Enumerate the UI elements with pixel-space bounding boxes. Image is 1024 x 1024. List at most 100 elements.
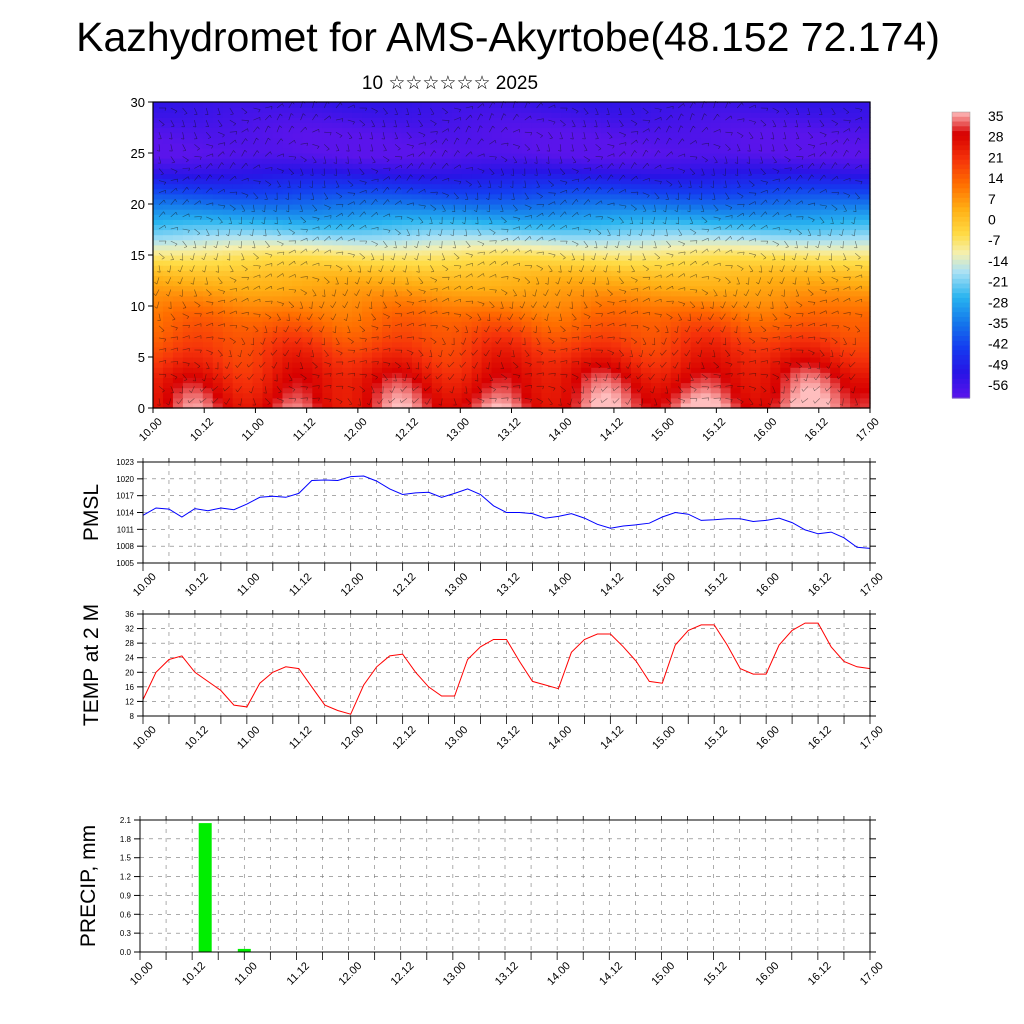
x-tick-label: 11.00 xyxy=(232,960,259,987)
colorbar-label: -21 xyxy=(988,274,1008,290)
x-tick-label: 13.12 xyxy=(494,724,522,752)
colorbar-label: -35 xyxy=(988,315,1008,331)
x-tick-label: 16.00 xyxy=(751,416,779,444)
x-tick-label: 13.00 xyxy=(442,724,470,752)
colorbar-label: -42 xyxy=(988,336,1008,352)
y-tick-label: 1017 xyxy=(116,492,134,501)
x-tick-label: 10.12 xyxy=(188,416,216,444)
x-tick-label: 13.00 xyxy=(441,960,469,988)
y-tick-label: 0 xyxy=(138,401,145,416)
x-tick-label: 11.12 xyxy=(285,960,312,987)
x-tick-label: 15.12 xyxy=(701,960,729,988)
x-tick-label: 10.00 xyxy=(128,960,156,988)
x-tick-label: 10.00 xyxy=(131,571,159,599)
x-tick-label: 12.12 xyxy=(389,960,417,988)
y-axis-title: TEMP at 2 M xyxy=(80,604,103,726)
x-tick-label: 13.12 xyxy=(493,960,521,988)
x-tick-label: 17.00 xyxy=(858,724,886,752)
y-tick-label: 1.5 xyxy=(120,854,132,863)
x-tick-label: 10.00 xyxy=(131,724,159,752)
x-tick-label: 12.12 xyxy=(393,416,421,444)
y-tick-label: 1011 xyxy=(117,525,135,534)
colorbar-label: 14 xyxy=(988,170,1004,186)
x-tick-label: 15.00 xyxy=(650,571,678,599)
y-tick-label: 30 xyxy=(131,95,145,110)
panel-frame xyxy=(142,461,871,564)
y-tick-label: 12 xyxy=(125,697,134,706)
y-tick-label: 0.3 xyxy=(120,929,132,938)
x-tick-label: 16.12 xyxy=(803,416,831,444)
x-tick-label: 15.12 xyxy=(700,416,728,444)
y-tick-label: 16 xyxy=(125,683,134,692)
x-tick-label: 13.12 xyxy=(495,416,523,444)
x-tick-label: 17.00 xyxy=(854,416,882,444)
grid xyxy=(140,819,870,953)
x-tick-label: 15.12 xyxy=(702,724,730,752)
y-tick-label: 8 xyxy=(130,712,135,721)
x-tick-label: 12.12 xyxy=(391,724,419,752)
colorbar-label: 7 xyxy=(988,191,996,207)
colorbar: 35 28 21 14 7 0 -7 -14 -21 -28 -35 -42 -49 -56 xyxy=(951,108,1008,399)
series-line xyxy=(142,622,871,715)
section-panel: 0 5 10 15 20 25 30 10.00 10.12 11.00 11.12 12.00 12.… xyxy=(131,95,882,444)
x-tick-label: 17.00 xyxy=(858,571,886,599)
precip-bar xyxy=(198,823,212,952)
y-axis-title: PMSL xyxy=(80,484,103,541)
y-tick-label: 1014 xyxy=(116,509,134,518)
x-tick-label: 14.12 xyxy=(598,416,626,444)
y-tick-label: 32 xyxy=(125,625,134,634)
x-tick-label: 11.00 xyxy=(235,724,262,751)
y-tick-label: 1008 xyxy=(116,542,134,551)
y-tick-label: 0.6 xyxy=(120,910,132,919)
panel-frame xyxy=(142,613,871,717)
colorbar-label: -14 xyxy=(988,253,1008,269)
chart-subtitle: 10 ☆☆☆☆☆☆ 2025 xyxy=(361,73,539,94)
x-tick-label: 16.00 xyxy=(754,724,782,752)
colorbar-label: -56 xyxy=(988,377,1008,393)
x-tick-label: 11.12 xyxy=(287,724,314,751)
x-tick-label: 11.00 xyxy=(235,571,262,598)
x-tick-label: 10.00 xyxy=(137,416,165,444)
y-tick-label: 15 xyxy=(131,248,145,263)
y-tick-label: 25 xyxy=(131,146,145,161)
x-tick-label: 14.12 xyxy=(598,571,626,599)
x-tick-label: 14.12 xyxy=(597,960,625,988)
x-tick-label: 14.00 xyxy=(547,416,575,444)
y-tick-label: 28 xyxy=(125,639,134,648)
x-tick-label: 14.00 xyxy=(546,571,574,599)
grid xyxy=(143,613,870,717)
colorbar-label: -7 xyxy=(988,232,1001,248)
x-tick-label: 14.12 xyxy=(598,724,626,752)
colorbar-label: 28 xyxy=(988,129,1004,145)
x-tick-label: 12.12 xyxy=(391,571,419,599)
y-tick-label: 1.2 xyxy=(120,873,132,882)
y-tick-label: 1.8 xyxy=(120,835,132,844)
y-tick-label: 1023 xyxy=(116,458,134,467)
panel-pmsl: 1005 1008 1011 1014 1017 1020 1023 10.00 10.12 11… xyxy=(80,458,886,599)
x-tick-label: 16.00 xyxy=(754,960,782,988)
x-tick-label: 16.12 xyxy=(806,960,834,988)
panel-precip-mm: 0.0 0.3 0.6 0.9 1.2 1.5 1.8 2.1 10.00 10.12 11.00 1… xyxy=(77,816,886,988)
x-tick-label: 15.00 xyxy=(650,724,678,752)
colorbar-label: 21 xyxy=(988,149,1004,165)
x-tick-label: 12.00 xyxy=(336,960,364,988)
x-tick-label: 14.00 xyxy=(545,960,573,988)
x-tick-label: 10.12 xyxy=(183,571,211,599)
colorbar-label: -49 xyxy=(988,356,1008,372)
series-line xyxy=(142,475,871,549)
x-tick-label: 17.00 xyxy=(858,960,886,988)
y-tick-label: 1020 xyxy=(116,475,134,484)
colorbar-label: 35 xyxy=(988,108,1004,124)
x-tick-label: 15.00 xyxy=(649,416,677,444)
x-tick-label: 11.00 xyxy=(240,416,267,443)
panel-temp-at-2-m: 8 12 16 20 24 28 32 36 10.00 10.12 11.00 11.12 12.00… xyxy=(80,604,886,752)
wind-barbs xyxy=(153,101,863,406)
y-tick-label: 1005 xyxy=(116,559,134,568)
y-axis-title: PRECIP, mm xyxy=(77,825,100,947)
y-tick-label: 5 xyxy=(138,350,145,365)
colorbar-label: -28 xyxy=(988,294,1008,310)
y-tick-label: 20 xyxy=(131,197,145,212)
x-tick-label: 15.00 xyxy=(649,960,677,988)
y-tick-label: 2.1 xyxy=(120,816,132,825)
